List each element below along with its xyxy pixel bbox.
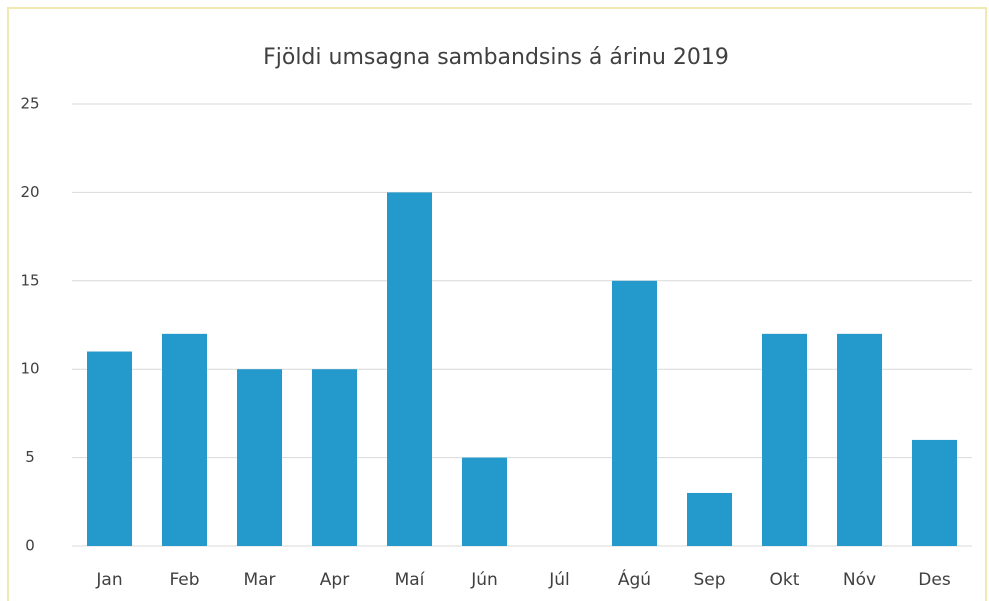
x-tick-label: Ágú [618,568,651,590]
bar [762,333,807,546]
x-tick-label: Feb [169,570,199,590]
y-tick-label: 0 [25,537,35,555]
bar [162,333,207,546]
x-tick-label: Des [918,570,951,590]
y-tick-label: 10 [20,360,39,378]
y-tick-label: 25 [20,95,39,113]
y-tick-label: 5 [25,448,35,466]
x-tick-label: Maí [395,570,426,590]
bar [462,457,507,546]
x-tick-label: Sep [693,570,725,590]
x-tick-label: Júl [548,570,570,590]
bar [912,439,957,546]
bar [87,351,132,546]
bar [687,492,732,546]
x-tick-label: Jan [95,570,122,590]
y-tick-label: 15 [20,271,39,289]
bar [387,192,432,546]
chart-title: Fjöldi umsagna sambandsins á árinu 2019 [263,45,729,70]
x-tick-label: Jún [470,570,498,590]
x-tick-label: Okt [770,570,800,590]
y-tick-label: 20 [20,183,39,201]
x-tick-label: Apr [320,570,349,590]
bar [837,333,882,546]
x-tick-label: Nóv [843,570,876,590]
bar [312,369,357,546]
x-tick-label: Mar [243,570,275,590]
bar [237,369,282,546]
bar [612,280,657,546]
